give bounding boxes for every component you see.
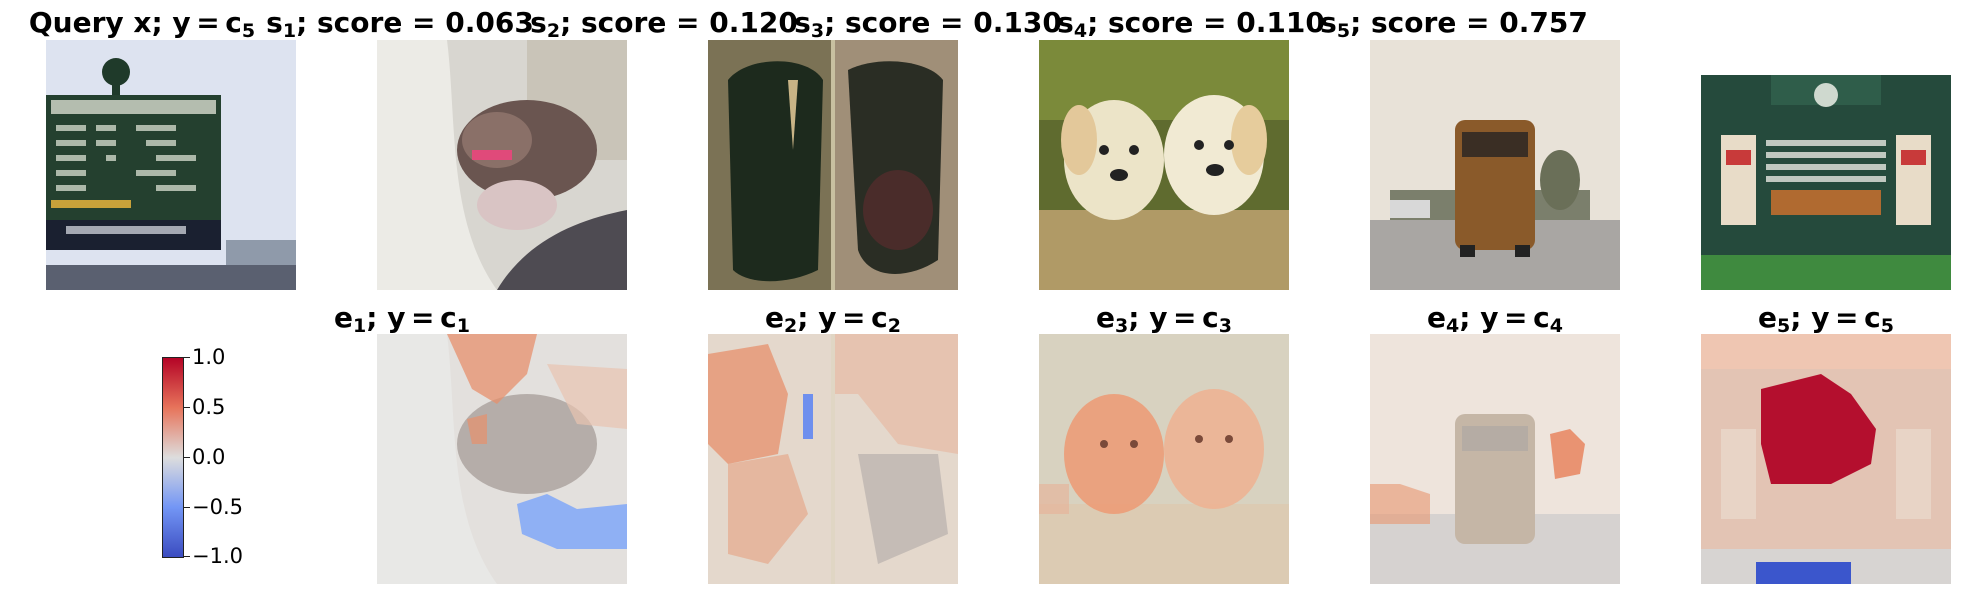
explanation-image-3 <box>1039 334 1289 584</box>
hamster-heatmap <box>377 334 627 584</box>
explanation-label: ; y = c <box>1459 301 1550 334</box>
sample-score: ; score = 0.110 <box>1087 6 1325 39</box>
explanation-class-sub: 2 <box>887 315 901 337</box>
colorbar-tick <box>183 407 190 408</box>
colorbar-tick <box>183 357 190 358</box>
colorbar-tick <box>183 457 190 458</box>
explanation-class-sub: 5 <box>1880 315 1894 337</box>
sample-score: ; score = 0.757 <box>1350 6 1588 39</box>
explanation-class-sub: 4 <box>1549 315 1563 337</box>
query-title-sub: 5 <box>241 20 256 42</box>
sample-name: s <box>266 6 283 39</box>
sample-image-2 <box>708 40 958 290</box>
explanation-sub: 1 <box>353 315 367 337</box>
explanation-title-2: e2; y = c2 <box>763 301 903 343</box>
bus-image <box>1370 40 1620 290</box>
explanation-sub: 3 <box>1115 315 1129 337</box>
explanation-name: e <box>765 301 785 334</box>
sample-name: s <box>1057 6 1074 39</box>
explanation-title-4: e4; y = c4 <box>1425 301 1565 343</box>
explanation-class-sub: 3 <box>1218 315 1232 337</box>
colorbar <box>162 357 184 558</box>
colorbar-label: 1.0 <box>192 345 226 369</box>
explanation-title-3: e3; y = c3 <box>1094 301 1234 343</box>
explanation-name: e <box>1427 301 1447 334</box>
scoreboard-heatmap <box>1701 334 1951 584</box>
colorbar-tick <box>183 507 190 508</box>
explanation-label: ; y = c <box>1128 301 1219 334</box>
explanation-image-4 <box>1370 334 1620 584</box>
sample-sub: 4 <box>1073 20 1088 42</box>
explanation-image-5 <box>1701 334 1951 584</box>
explanation-sub: 2 <box>784 315 798 337</box>
colorbar-tick <box>183 556 190 557</box>
explanation-title-5: e5; y = c5 <box>1756 301 1896 343</box>
explanation-name: e <box>1096 301 1116 334</box>
sample-title-5: s5; score = 0.757 <box>1284 6 1624 48</box>
explanation-label: ; y = c <box>797 301 888 334</box>
colorbar-label: −1.0 <box>192 544 243 568</box>
sample-title-1: s1; score = 0.063 <box>230 6 570 48</box>
colorbar-label: −0.5 <box>192 495 243 519</box>
explanation-name: e <box>334 301 354 334</box>
explanation-label: ; y = c <box>366 301 457 334</box>
explanation-sub: 5 <box>1777 315 1791 337</box>
sample-name: s <box>530 6 547 39</box>
bus-heatmap <box>1370 334 1620 584</box>
leaf-heatmap <box>708 334 958 584</box>
sample-sub: 5 <box>1336 20 1351 42</box>
sample-sub: 3 <box>810 20 825 42</box>
sample-image-1 <box>377 40 627 290</box>
sample-sub: 1 <box>282 20 297 42</box>
explanation-name: e <box>1758 301 1778 334</box>
scoreboard-image <box>46 40 296 290</box>
puppies-heatmap <box>1039 334 1289 584</box>
query-title-text: Query x; y = c <box>28 6 242 39</box>
sample-title-3: s3; score = 0.130 <box>758 6 1098 48</box>
explanation-image-2 <box>708 334 958 584</box>
sample-image-4 <box>1370 40 1620 290</box>
explanation-image-1 <box>377 334 627 584</box>
query-title: Query x; y = c5 <box>0 6 312 48</box>
sample-name: s <box>794 6 811 39</box>
sample-title-2: s2; score = 0.120 <box>494 6 834 48</box>
query-image <box>46 40 296 290</box>
sample-score: ; score = 0.063 <box>296 6 534 39</box>
sample-image-3 <box>1039 40 1289 290</box>
sample-score: ; score = 0.130 <box>824 6 1062 39</box>
explanation-label: ; y = c <box>1790 301 1881 334</box>
colorbar-label: 0.5 <box>192 395 226 419</box>
sample-image-5 <box>1701 40 1951 290</box>
explanation-sub: 4 <box>1446 315 1460 337</box>
sample-name: s <box>1320 6 1337 39</box>
sample-sub: 2 <box>546 20 561 42</box>
hamster-image <box>377 40 627 290</box>
leaf-image <box>708 40 958 290</box>
puppies-image <box>1039 40 1289 290</box>
sample-score: ; score = 0.120 <box>560 6 798 39</box>
explanation-title-1: e1; y = c1 <box>332 301 472 343</box>
scoreboard-image <box>1701 40 1951 290</box>
sample-title-4: s4; score = 0.110 <box>1021 6 1361 48</box>
colorbar-label: 0.0 <box>192 445 226 469</box>
explanation-class-sub: 1 <box>456 315 470 337</box>
